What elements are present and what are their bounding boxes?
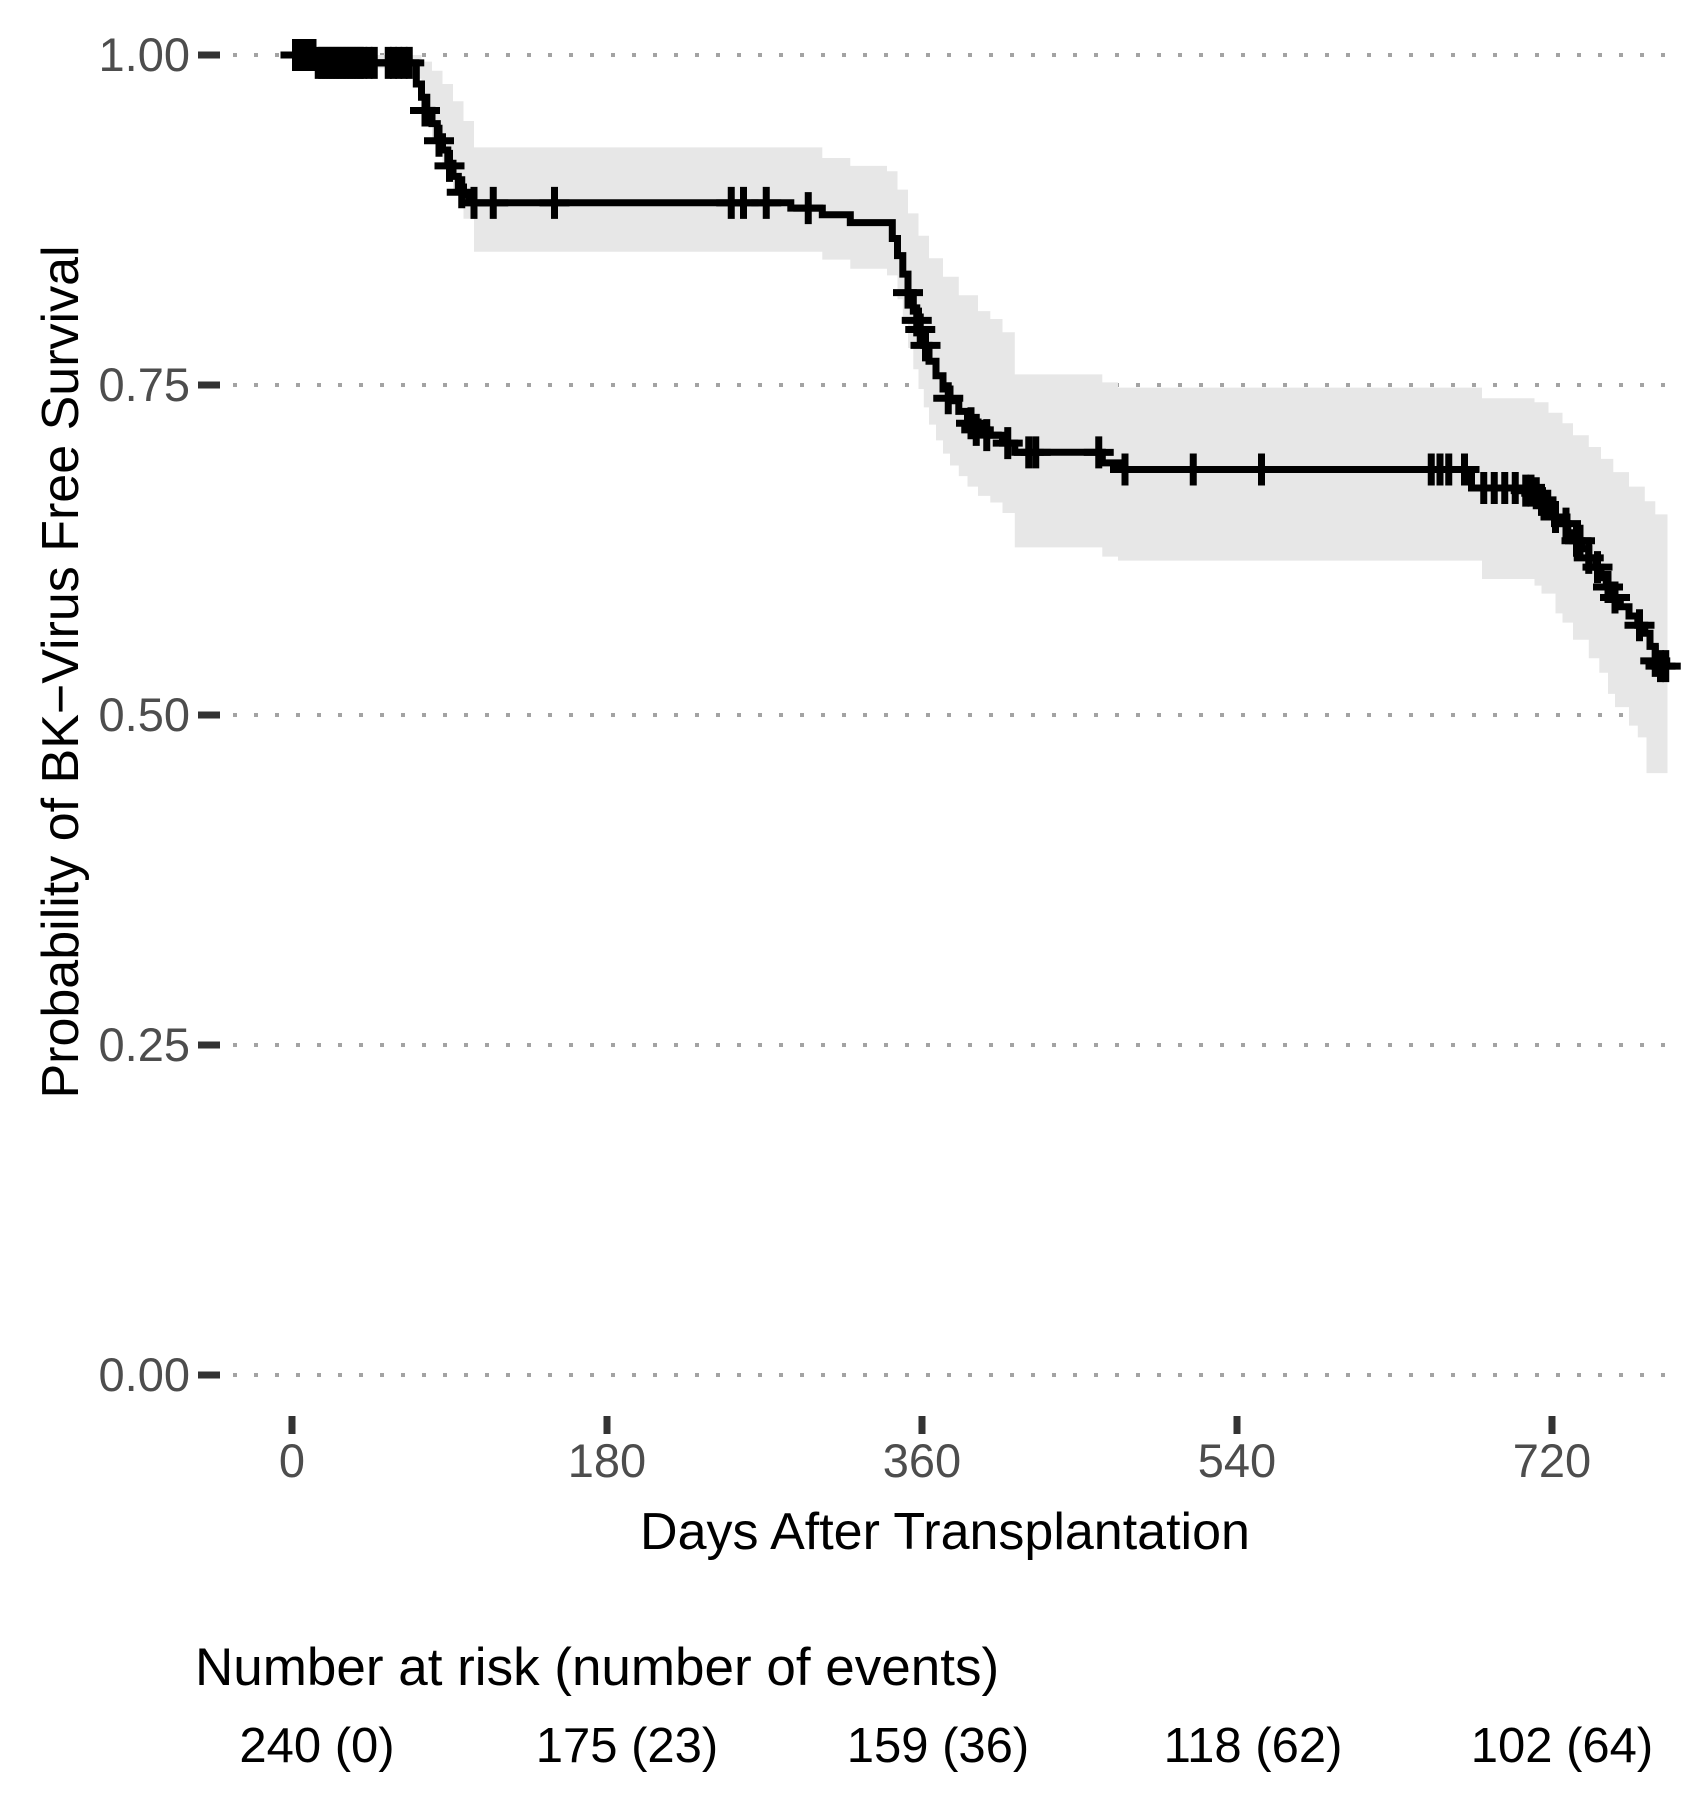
censor-plus-mark [1650, 650, 1681, 683]
censor-plus-mark [971, 419, 1002, 452]
x-tick-label-0: 0 [279, 1434, 305, 1487]
risk-value-t540: 118 (62) [1164, 1719, 1343, 1773]
x-tick-label-180: 180 [568, 1434, 646, 1487]
censor-plus-mark [478, 186, 509, 219]
censor-plus-mark [1600, 581, 1630, 614]
censor-plus-mark [1551, 507, 1581, 540]
censor-plus-mark [1449, 453, 1480, 486]
censor-plus-mark [1246, 453, 1277, 486]
x-tick-label-540: 540 [1198, 1434, 1276, 1487]
risk-table-values: 240 (0) 175 (23) 159 (36) 118 (62) 102 (64) [239, 1719, 1653, 1773]
y-tick-label-0.00: 0.00 [99, 1348, 190, 1401]
risk-table-header: Number at risk (number of events) [195, 1638, 999, 1697]
y-tick-label-0.25: 0.25 [99, 1018, 190, 1071]
x-tick-label-360: 360 [883, 1434, 961, 1487]
censor-plus-mark [1020, 436, 1051, 469]
censor-plus-mark [910, 329, 941, 362]
censor-plus-mark [1565, 524, 1595, 557]
risk-value-t0: 240 (0) [239, 1719, 394, 1773]
axis-tick-labels: 1.00 0.75 0.50 0.25 0.00 0 180 360 540 720 [99, 28, 1592, 1487]
y-axis-title: Probability of BK−Virus Free Survival [32, 245, 90, 1098]
y-tick-label-1.00: 1.00 [99, 28, 190, 81]
x-axis-title: Days After Transplantation [640, 1503, 1250, 1561]
censor-plus-mark [539, 186, 570, 219]
censor-plus-mark [933, 382, 964, 415]
risk-value-t720: 102 (64) [1471, 1719, 1654, 1773]
censor-plus-mark [410, 94, 440, 127]
censor-plus-mark [1521, 477, 1552, 510]
censor-plus-mark [1083, 436, 1114, 469]
censor-plus-mark [893, 276, 923, 309]
risk-value-t360: 159 (36) [847, 1719, 1030, 1773]
censor-plus-mark [793, 192, 824, 225]
censor-plus-mark [394, 46, 425, 79]
censor-plus-mark [1624, 609, 1655, 642]
censor-plus-mark [1526, 483, 1557, 516]
censor-plus-mark [1582, 551, 1613, 584]
censor-plus-mark [434, 149, 465, 182]
y-tick-label-0.50: 0.50 [99, 688, 190, 741]
censor-plus-mark [1178, 453, 1209, 486]
censor-marks [280, 39, 1681, 683]
censor-plus-mark [1110, 453, 1140, 486]
axis-tick-marks [198, 51, 1556, 1434]
censor-plus-mark [424, 124, 454, 157]
risk-value-t180: 175 (23) [536, 1719, 719, 1773]
censor-plus-mark [905, 313, 936, 346]
y-tick-label-0.75: 0.75 [99, 358, 190, 411]
censor-plus-mark [992, 427, 1023, 460]
x-tick-label-720: 720 [1513, 1434, 1591, 1487]
censor-plus-mark [751, 186, 782, 219]
censor-plus-mark [956, 407, 986, 440]
